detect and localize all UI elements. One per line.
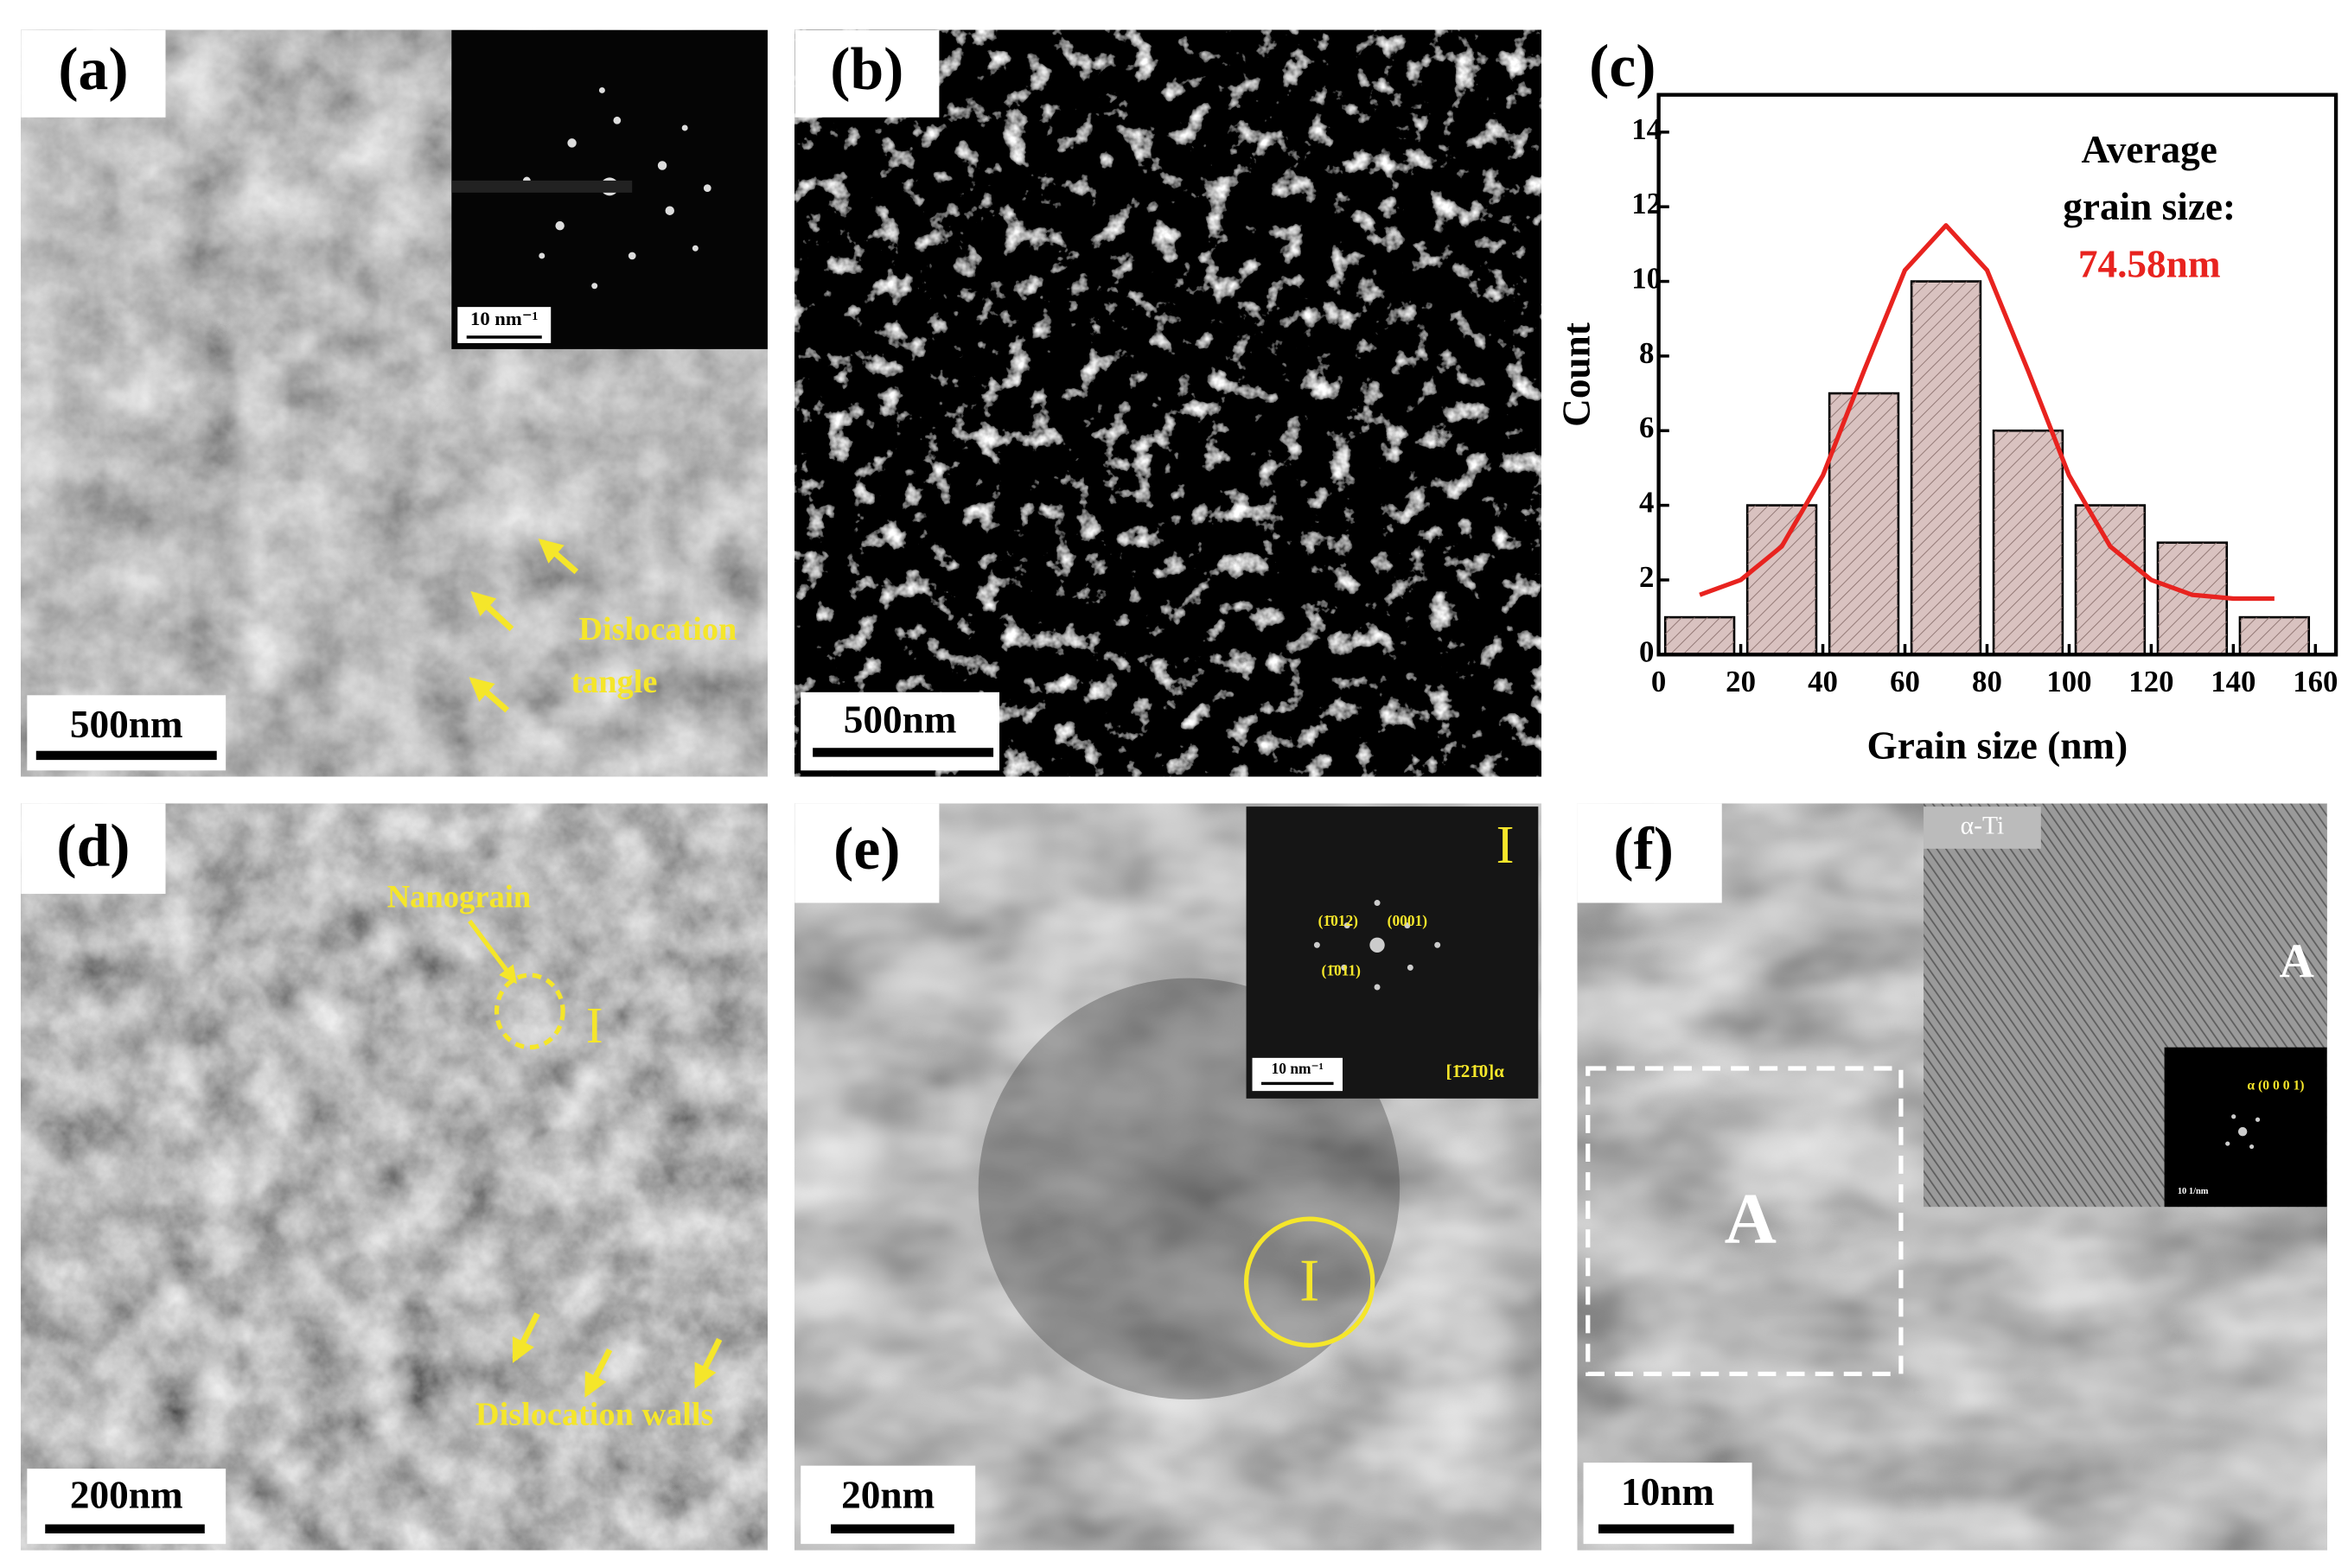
y-tick-label: 12 <box>1631 187 1662 220</box>
scale-label: 20nm <box>841 1473 935 1516</box>
bar-hatch <box>1665 617 1734 655</box>
fft-scale-label: 10 1/nm <box>2178 1187 2209 1196</box>
panel-label: (b) <box>830 36 903 103</box>
annotation: Dislocation <box>578 611 737 647</box>
arrows <box>512 1312 723 1399</box>
y-tick-label: 6 <box>1639 411 1654 444</box>
arrow <box>468 919 517 985</box>
histogram-chart: 0 20 40 60 80 100 120 140 160 0 2 4 6 8 10 12 14 Grain si… <box>1554 92 2338 767</box>
micrograph <box>21 803 768 1551</box>
fft-inset <box>1246 806 1539 1099</box>
x-tick-label: 120 <box>2128 665 2173 698</box>
label-box <box>1577 803 1722 903</box>
scale-label: 200nm <box>70 1473 183 1516</box>
panel-label: (d) <box>56 813 130 879</box>
panel-label: (a) <box>58 36 128 103</box>
scale-label: 500nm <box>844 698 957 742</box>
fft-spots <box>2225 1114 2261 1150</box>
arrows <box>469 539 579 713</box>
scale-label: 10nm <box>1621 1470 1714 1514</box>
annotation: tangle <box>571 664 657 700</box>
x-tick-label: 40 <box>1808 665 1838 698</box>
label-box <box>794 803 940 903</box>
fit-curve <box>1699 223 2275 602</box>
fft-spots <box>1313 900 1441 991</box>
y-axis-label: Count <box>1554 322 1598 427</box>
scale-box <box>801 692 1000 771</box>
x-tick-label: 0 <box>1651 665 1666 698</box>
x-tick-label: 100 <box>2046 665 2091 698</box>
region-label: I <box>1496 814 1515 875</box>
scale-bar <box>35 750 217 761</box>
inset-title-box <box>1924 806 2041 849</box>
panel-label: (c) <box>1589 34 1656 100</box>
nanograin-outline <box>494 972 565 1050</box>
region-label: A <box>1725 1180 1777 1259</box>
y-tick-label: 4 <box>1639 486 1654 519</box>
bar-hatch <box>1829 393 1898 655</box>
x-tick-label: 20 <box>1726 665 1756 698</box>
label-box <box>21 29 166 118</box>
micrograph <box>794 29 1541 777</box>
x-tick-label: 160 <box>2293 665 2338 698</box>
panel-label: (f) <box>1613 816 1674 883</box>
annotation: Dislocation walls <box>475 1397 714 1433</box>
y-tick-label: 14 <box>1631 112 1662 146</box>
inset-scale-box <box>1252 1057 1343 1092</box>
label-box <box>794 29 940 118</box>
inset-scale-label: 10 nm⁻¹ <box>1272 1060 1324 1077</box>
annotation: Average <box>2081 128 2217 171</box>
y-tick-label: 10 <box>1631 262 1662 296</box>
inset-scale-label: 10 nm⁻¹ <box>470 308 538 329</box>
scale-bar <box>1598 1524 1734 1533</box>
scale-bar <box>831 1524 954 1533</box>
bar-hatch <box>1747 505 1816 655</box>
annotation: Nanograin <box>387 878 532 914</box>
inset-title: α-Ti <box>1961 812 2005 839</box>
y-tick-label: 2 <box>1639 560 1654 594</box>
plane-label: (1̄011) <box>1322 962 1362 979</box>
panel-label: (e) <box>833 816 900 883</box>
plane-label: (0001) <box>1388 912 1428 929</box>
y-tick-label: 8 <box>1639 336 1654 370</box>
region-label: I <box>1299 1247 1319 1314</box>
annotation-value: 74.58nm <box>2078 242 2221 285</box>
bar-hatch <box>2076 505 2145 655</box>
bar-hatch <box>1994 430 2063 655</box>
zone-axis: [1̄21̄0]α <box>1446 1061 1505 1081</box>
plane-label: (1̄012) <box>1318 912 1359 929</box>
x-tick-label: 60 <box>1890 665 1920 698</box>
fft-inset <box>2164 1047 2327 1208</box>
annotation: grain size: <box>2063 185 2236 228</box>
scale-bar <box>45 1524 205 1533</box>
x-tick-label: 140 <box>2211 665 2255 698</box>
region-label: I <box>586 997 603 1054</box>
region-box <box>1586 1066 1904 1377</box>
fft-label: α (0 0 0 1) <box>2247 1079 2304 1093</box>
region-circle <box>1243 1216 1375 1348</box>
y-tick-label: 0 <box>1639 634 1654 668</box>
scale-bar <box>813 748 994 757</box>
x-axis-label: Grain size (nm) <box>1867 723 2128 767</box>
plot-frame <box>1656 92 2338 657</box>
region-label: A <box>2280 934 2314 988</box>
bar-hatch <box>1911 281 1981 655</box>
x-tick-label: 80 <box>1972 665 2002 698</box>
scale-label: 500nm <box>70 703 183 746</box>
label-box <box>21 803 166 895</box>
bar-hatch <box>2239 617 2309 655</box>
